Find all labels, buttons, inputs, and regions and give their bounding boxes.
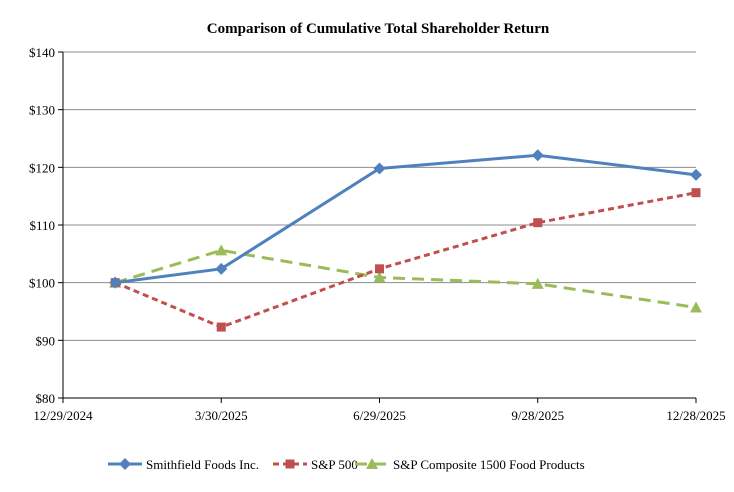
x-tick-label: 3/30/2025 (195, 408, 248, 423)
y-tick-label: $130 (29, 103, 55, 118)
x-tick-label: 12/28/2025 (666, 408, 725, 423)
square-marker (533, 218, 543, 228)
series-line (114, 191, 697, 329)
x-tick-label: 9/28/2025 (511, 408, 564, 423)
triangle-marker (215, 244, 228, 256)
diamond-marker (690, 168, 702, 181)
legend-item: S&P Composite 1500 Food Products (355, 457, 585, 472)
series-smithfield-foods-inc- (109, 149, 702, 289)
square-marker (285, 459, 295, 469)
y-tick-label: $110 (29, 218, 55, 233)
x-tick-label: 6/29/2025 (353, 408, 406, 423)
y-tick-label: $80 (36, 391, 56, 406)
diamond-marker (215, 262, 228, 275)
triangle-marker (366, 458, 378, 469)
y-tick-label: $120 (29, 160, 55, 175)
diamond-marker (109, 276, 122, 289)
series-s-p-500 (110, 188, 701, 332)
square-marker (216, 322, 226, 332)
legend-label: S&P Composite 1500 Food Products (393, 457, 585, 472)
triangle-marker (531, 277, 544, 289)
diamond-marker (119, 458, 131, 470)
y-tick-label: $140 (29, 45, 55, 60)
series-s-p-composite-1500-food-products (109, 244, 702, 313)
legend-item: S&P 500 (273, 457, 358, 472)
y-tick-label: $100 (29, 276, 55, 291)
axes: $80 $90 $100 $110 $120 $130 $140 12/29/2024 3/30… (29, 45, 726, 423)
series-line (114, 153, 697, 285)
triangle-marker (373, 271, 386, 283)
gridlines (63, 51, 696, 341)
legend-item: Smithfield Foods Inc. (108, 457, 259, 472)
chart-title: Comparison of Cumulative Total Sharehold… (207, 21, 550, 37)
triangle-marker (690, 301, 702, 313)
legend-label: S&P 500 (311, 457, 358, 472)
series-group (109, 149, 702, 332)
y-tick-label: $90 (36, 333, 56, 348)
square-marker (691, 188, 701, 198)
diamond-marker (373, 162, 386, 175)
legend: Smithfield Foods Inc. S&P 500 S&P Composit… (108, 457, 585, 472)
x-tick-label: 12/29/2024 (33, 408, 93, 423)
series-line (114, 248, 697, 309)
square-marker (375, 264, 384, 274)
diamond-marker (531, 149, 544, 162)
legend-label: Smithfield Foods Inc. (146, 457, 259, 472)
